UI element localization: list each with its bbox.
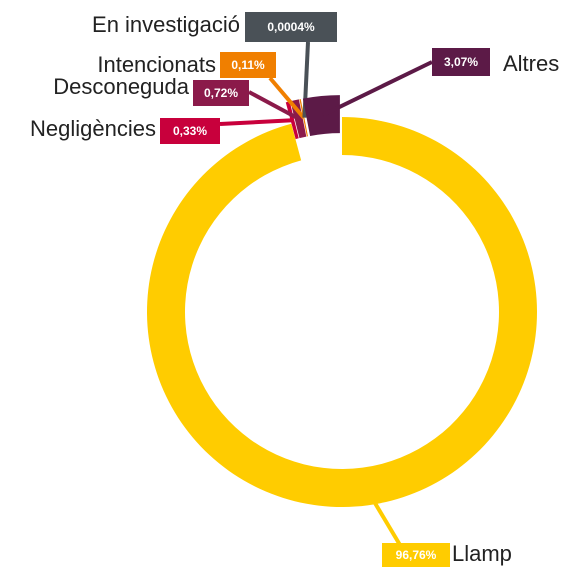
category-label: Negligències — [30, 116, 156, 141]
category-label: Intencionats — [97, 52, 216, 77]
category-label: Llamp — [452, 541, 512, 566]
value-label: 0,33% — [173, 124, 207, 138]
value-label: 0,72% — [204, 86, 238, 100]
donut-slice — [146, 117, 538, 508]
label-box — [432, 48, 490, 76]
label-box — [193, 80, 249, 106]
label-box — [382, 543, 450, 567]
category-label: Desconeguda — [53, 74, 190, 99]
donut-slice — [302, 95, 340, 136]
connector — [322, 60, 433, 117]
label-box — [160, 118, 220, 144]
value-label: 96,76% — [396, 548, 437, 562]
label-box — [220, 52, 276, 78]
connector — [268, 76, 306, 120]
value-label: 0,11% — [231, 58, 265, 72]
connector — [219, 118, 293, 126]
value-label: 0,0004% — [267, 20, 315, 34]
connector — [248, 90, 300, 121]
value-label: 3,07% — [444, 55, 478, 69]
category-label: Altres — [503, 51, 559, 76]
connector — [363, 485, 402, 547]
label-box — [245, 12, 337, 42]
category-label: En investigació — [92, 12, 240, 37]
